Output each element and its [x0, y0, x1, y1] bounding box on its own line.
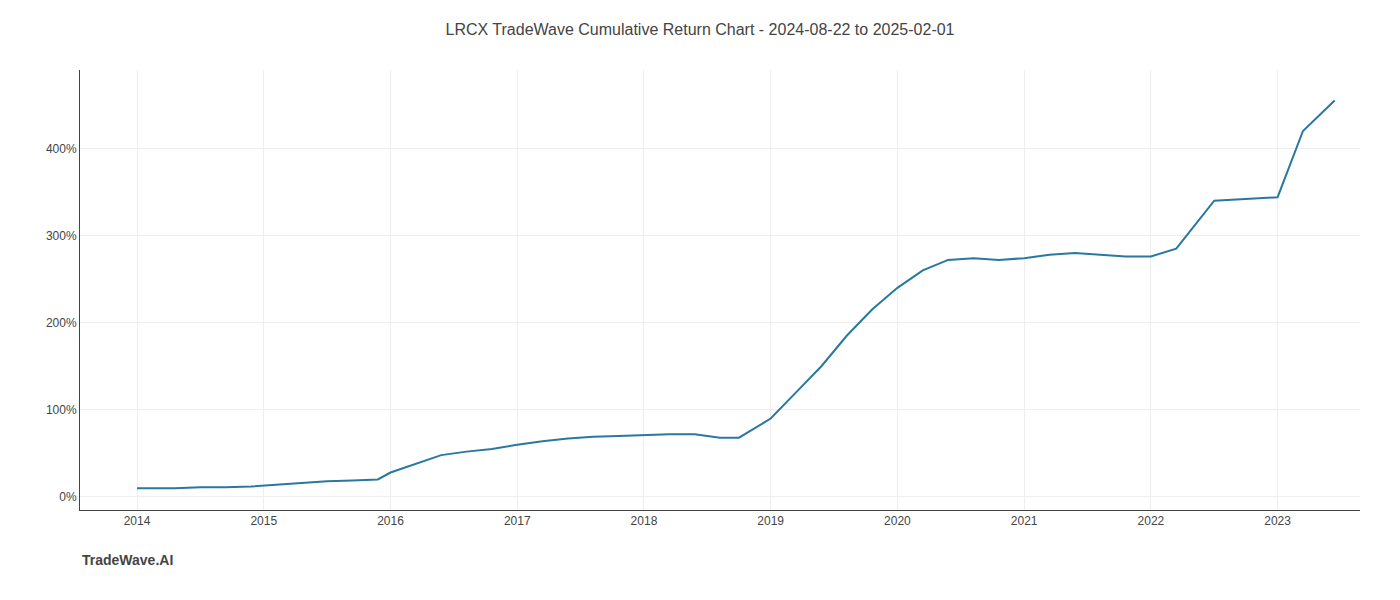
- svg-text:2018: 2018: [631, 514, 658, 528]
- svg-text:2020: 2020: [884, 514, 911, 528]
- svg-text:2014: 2014: [124, 514, 151, 528]
- svg-text:2017: 2017: [504, 514, 531, 528]
- svg-text:2016: 2016: [377, 514, 404, 528]
- svg-text:2019: 2019: [757, 514, 784, 528]
- svg-text:TradeWave.AI: TradeWave.AI: [82, 552, 173, 568]
- svg-text:400%: 400%: [46, 142, 77, 156]
- svg-text:0%: 0%: [59, 490, 77, 504]
- svg-text:300%: 300%: [46, 229, 77, 243]
- svg-text:2015: 2015: [250, 514, 277, 528]
- svg-text:100%: 100%: [46, 403, 77, 417]
- svg-text:2022: 2022: [1138, 514, 1165, 528]
- svg-text:200%: 200%: [46, 316, 77, 330]
- svg-text:2023: 2023: [1264, 514, 1291, 528]
- svg-text:LRCX TradeWave Cumulative Retu: LRCX TradeWave Cumulative Return Chart -…: [446, 21, 955, 38]
- svg-text:2021: 2021: [1011, 514, 1038, 528]
